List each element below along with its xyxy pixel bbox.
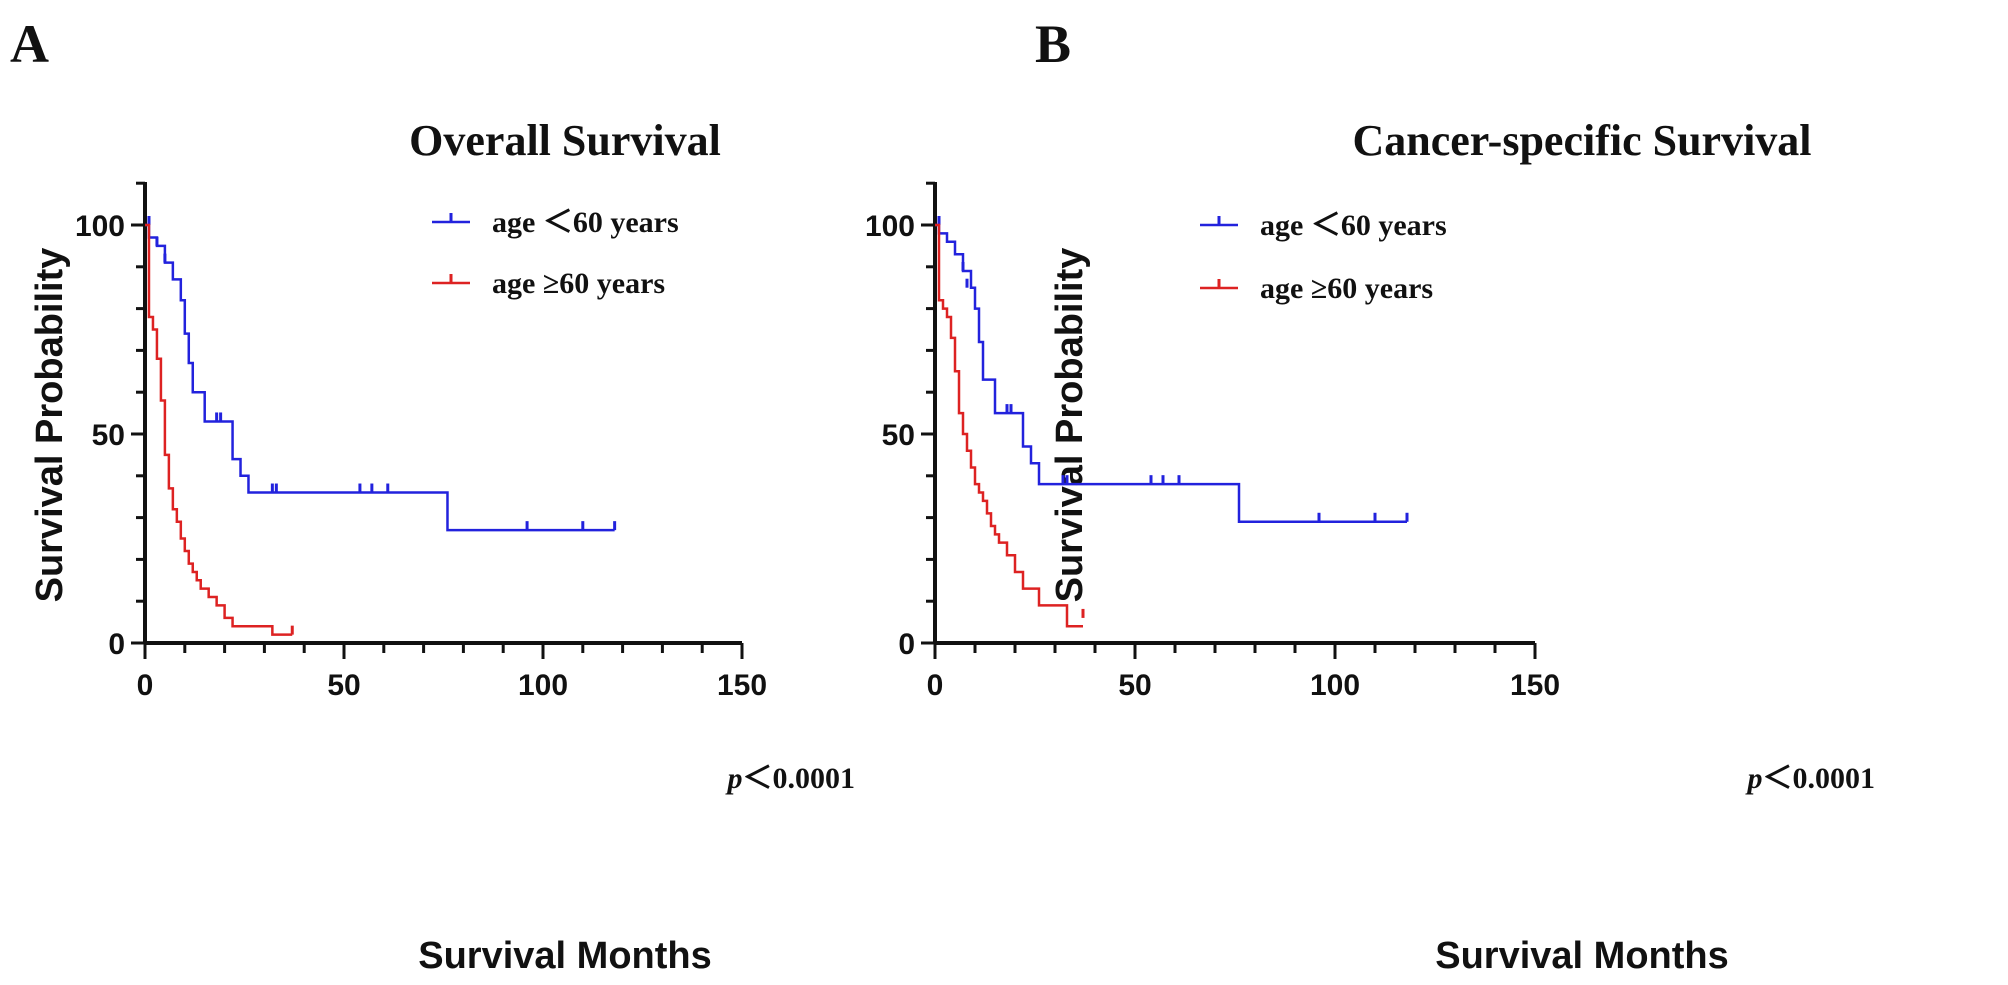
panel-b: B Cancer-specific Survival Survival Prob… [865,14,1875,977]
chart-title: Overall Survival [409,116,721,165]
legend-label: age ＜60 years [1260,209,1447,242]
axes [921,181,1537,659]
x-tick-label: 0 [927,669,944,702]
x-tick-label: 50 [1118,669,1151,702]
axes [131,181,744,659]
tick-labels: 0 50 100 0 50 100 150 [865,210,1560,702]
survival-curves [935,216,1409,628]
curve-age-60-plus [145,223,293,636]
p-value-annotation: p＜0.0001 [1745,762,1876,795]
legend-entry: age ＜60 years [432,206,679,239]
x-tick-label: 0 [137,669,154,702]
legend-entry: age ＜60 years [1200,209,1447,242]
y-tick-label: 50 [92,419,125,452]
p-value: ＜0.0001 [743,762,856,795]
legend-label: age ≥60 years [1260,272,1433,305]
p-symbol: p [1745,762,1763,795]
x-tick-label: 50 [327,669,360,702]
legend-label: age ≥60 years [492,267,665,300]
x-tick-label: 100 [1310,669,1360,702]
panel-a: A Overall Survival Survival Probability … [10,14,855,977]
legend: age ＜60 years age ≥60 years [432,206,679,300]
curve-age-60-plus [935,223,1083,628]
x-axis-label: Survival Months [418,935,712,977]
y-tick-label: 100 [865,210,915,243]
p-value: ＜0.0001 [1763,762,1876,795]
x-axis-label: Survival Months [1435,935,1729,977]
legend-entry: age ≥60 years [1200,272,1433,305]
survival-curves [145,216,617,636]
x-tick-label: 150 [1510,669,1560,702]
p-symbol: p [725,762,743,795]
chart-title: Cancer-specific Survival [1352,116,1811,165]
y-tick-label: 0 [108,628,125,661]
tick-labels: 0 50 100 0 50 100 150 [75,210,767,702]
curve-age-under-60 [145,223,615,532]
x-tick-label: 100 [518,669,568,702]
panel-letter: A [10,14,49,74]
y-tick-label: 100 [75,210,125,243]
x-tick-label: 150 [717,669,767,702]
curve-age-under-60 [935,223,1407,524]
legend: age ＜60 years age ≥60 years [1200,209,1447,305]
legend-entry: age ≥60 years [432,267,665,300]
y-axis-label: Survival Probability [29,248,71,603]
y-axis-label: Survival Probability [1049,248,1091,603]
y-tick-label: 0 [898,628,915,661]
legend-label: age ＜60 years [492,206,679,239]
p-value-annotation: p＜0.0001 [725,762,856,795]
y-tick-label: 50 [882,419,915,452]
panel-letter: B [1035,14,1071,74]
